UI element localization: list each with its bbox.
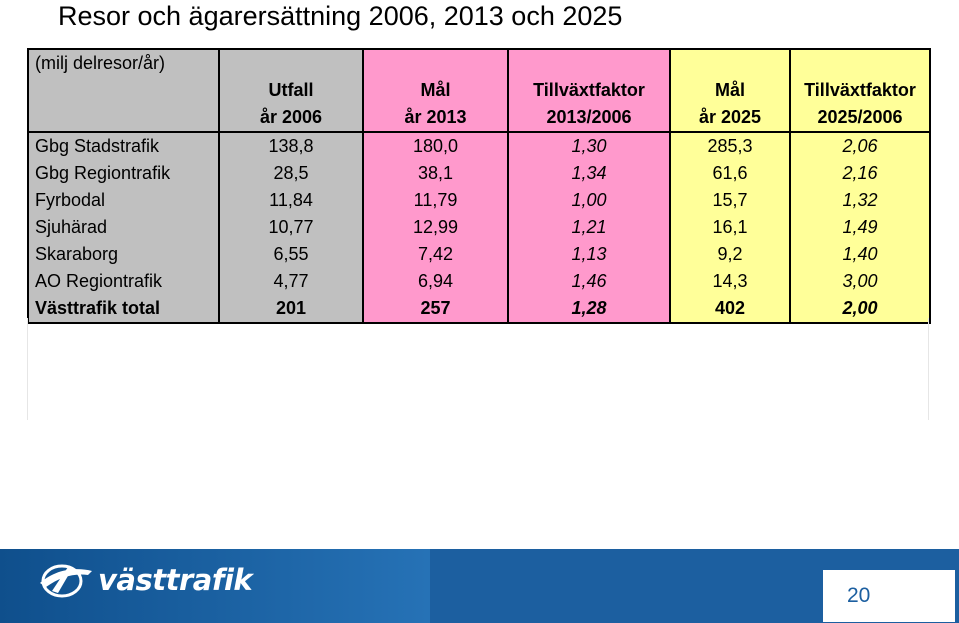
- cell-mal-2025: 9,2: [669, 241, 791, 268]
- column-subheader: år 2006: [218, 104, 364, 132]
- column-header: Mål: [669, 77, 791, 104]
- cell-mal-2013: 11,79: [362, 187, 509, 214]
- table-header-row-1: Utfall Mål Tillväxtfaktor Mål Tillväxtfa…: [27, 77, 931, 104]
- column-subheader: 2013/2006: [507, 104, 671, 132]
- row-label: Fyrbodal: [27, 187, 220, 214]
- row-label: Sjuhärad: [27, 214, 220, 241]
- vasttrafik-logo-text: västtrafik: [98, 563, 253, 597]
- cell-mal-2025: 16,1: [669, 214, 791, 241]
- footer-bar: västtrafik 20: [0, 549, 959, 623]
- column-header: Tillväxtfaktor: [789, 77, 931, 104]
- cell-growth-2025: 2,16: [789, 160, 931, 187]
- cell-mal-2013: 6,94: [362, 268, 509, 295]
- cell-growth-2013: 1,34: [507, 160, 671, 187]
- cell-growth-2025: 2,06: [789, 131, 931, 160]
- cell-growth-2025: 1,40: [789, 241, 931, 268]
- page-number: 20: [847, 584, 871, 607]
- cell-utfall-2006: 10,77: [218, 214, 364, 241]
- cell-utfall-2006: 28,5: [218, 160, 364, 187]
- cell-mal-2025: 61,6: [669, 160, 791, 187]
- row-label: Gbg Regiontrafik: [27, 160, 220, 187]
- table-row: Gbg Stadstrafik 138,8 180,0 1,30 285,3 2…: [27, 131, 931, 160]
- cell-growth-2013: 1,00: [507, 187, 671, 214]
- table-unit-row: (milj delresor/år): [27, 48, 931, 77]
- table-header-row-2: år 2006 år 2013 2013/2006 år 2025 2025/2…: [27, 104, 931, 132]
- cell-mal-2025: 402: [669, 295, 791, 324]
- cell-mal-2025: 15,7: [669, 187, 791, 214]
- cell-utfall-2006: 11,84: [218, 187, 364, 214]
- travel-data-table: (milj delresor/år) Utfall Mål Tillväxtfa…: [27, 48, 931, 324]
- cell-growth-2013: 1,46: [507, 268, 671, 295]
- column-subheader: år 2013: [362, 104, 509, 132]
- page-number-box: 20: [823, 570, 955, 622]
- cell-mal-2013: 7,42: [362, 241, 509, 268]
- unit-label: (milj delresor/år): [27, 48, 220, 77]
- cell-utfall-2006: 4,77: [218, 268, 364, 295]
- empty-area: [27, 318, 929, 420]
- cell-utfall-2006: 201: [218, 295, 364, 324]
- cell-utfall-2006: 138,8: [218, 131, 364, 160]
- table-row: Skaraborg 6,55 7,42 1,13 9,2 1,40: [27, 241, 931, 268]
- row-label: Skaraborg: [27, 241, 220, 268]
- vasttrafik-logo-icon: [40, 564, 92, 598]
- column-header: Mål: [362, 77, 509, 104]
- table-row: Gbg Regiontrafik 28,5 38,1 1,34 61,6 2,1…: [27, 160, 931, 187]
- cell-growth-2025: 3,00: [789, 268, 931, 295]
- cell-growth-2025: 1,49: [789, 214, 931, 241]
- cell-growth-2013: 1,21: [507, 214, 671, 241]
- cell-mal-2025: 14,3: [669, 268, 791, 295]
- cell-utfall-2006: 6,55: [218, 241, 364, 268]
- cell-mal-2025: 285,3: [669, 131, 791, 160]
- row-label: Gbg Stadstrafik: [27, 131, 220, 160]
- slide-title: Resor och ägarersättning 2006, 2013 och …: [58, 1, 623, 31]
- cell-growth-2013: 1,13: [507, 241, 671, 268]
- column-header: Tillväxtfaktor: [507, 77, 671, 104]
- cell-mal-2013: 38,1: [362, 160, 509, 187]
- cell-growth-2025: 2,00: [789, 295, 931, 324]
- column-header: Utfall: [218, 77, 364, 104]
- column-subheader: 2025/2006: [789, 104, 931, 132]
- cell-growth-2025: 1,32: [789, 187, 931, 214]
- cell-mal-2013: 257: [362, 295, 509, 324]
- table-row: Fyrbodal 11,84 11,79 1,00 15,7 1,32: [27, 187, 931, 214]
- column-subheader: år 2025: [669, 104, 791, 132]
- row-label: AO Regiontrafik: [27, 268, 220, 295]
- footer-gradient: [0, 549, 430, 623]
- table-row: Sjuhärad 10,77 12,99 1,21 16,1 1,49: [27, 214, 931, 241]
- cell-mal-2013: 12,99: [362, 214, 509, 241]
- table-total-row: Västtrafik total 201 257 1,28 402 2,00: [27, 295, 931, 324]
- row-label: Västtrafik total: [27, 295, 220, 324]
- cell-mal-2013: 180,0: [362, 131, 509, 160]
- cell-growth-2013: 1,28: [507, 295, 671, 324]
- table-row: AO Regiontrafik 4,77 6,94 1,46 14,3 3,00: [27, 268, 931, 295]
- cell-growth-2013: 1,30: [507, 131, 671, 160]
